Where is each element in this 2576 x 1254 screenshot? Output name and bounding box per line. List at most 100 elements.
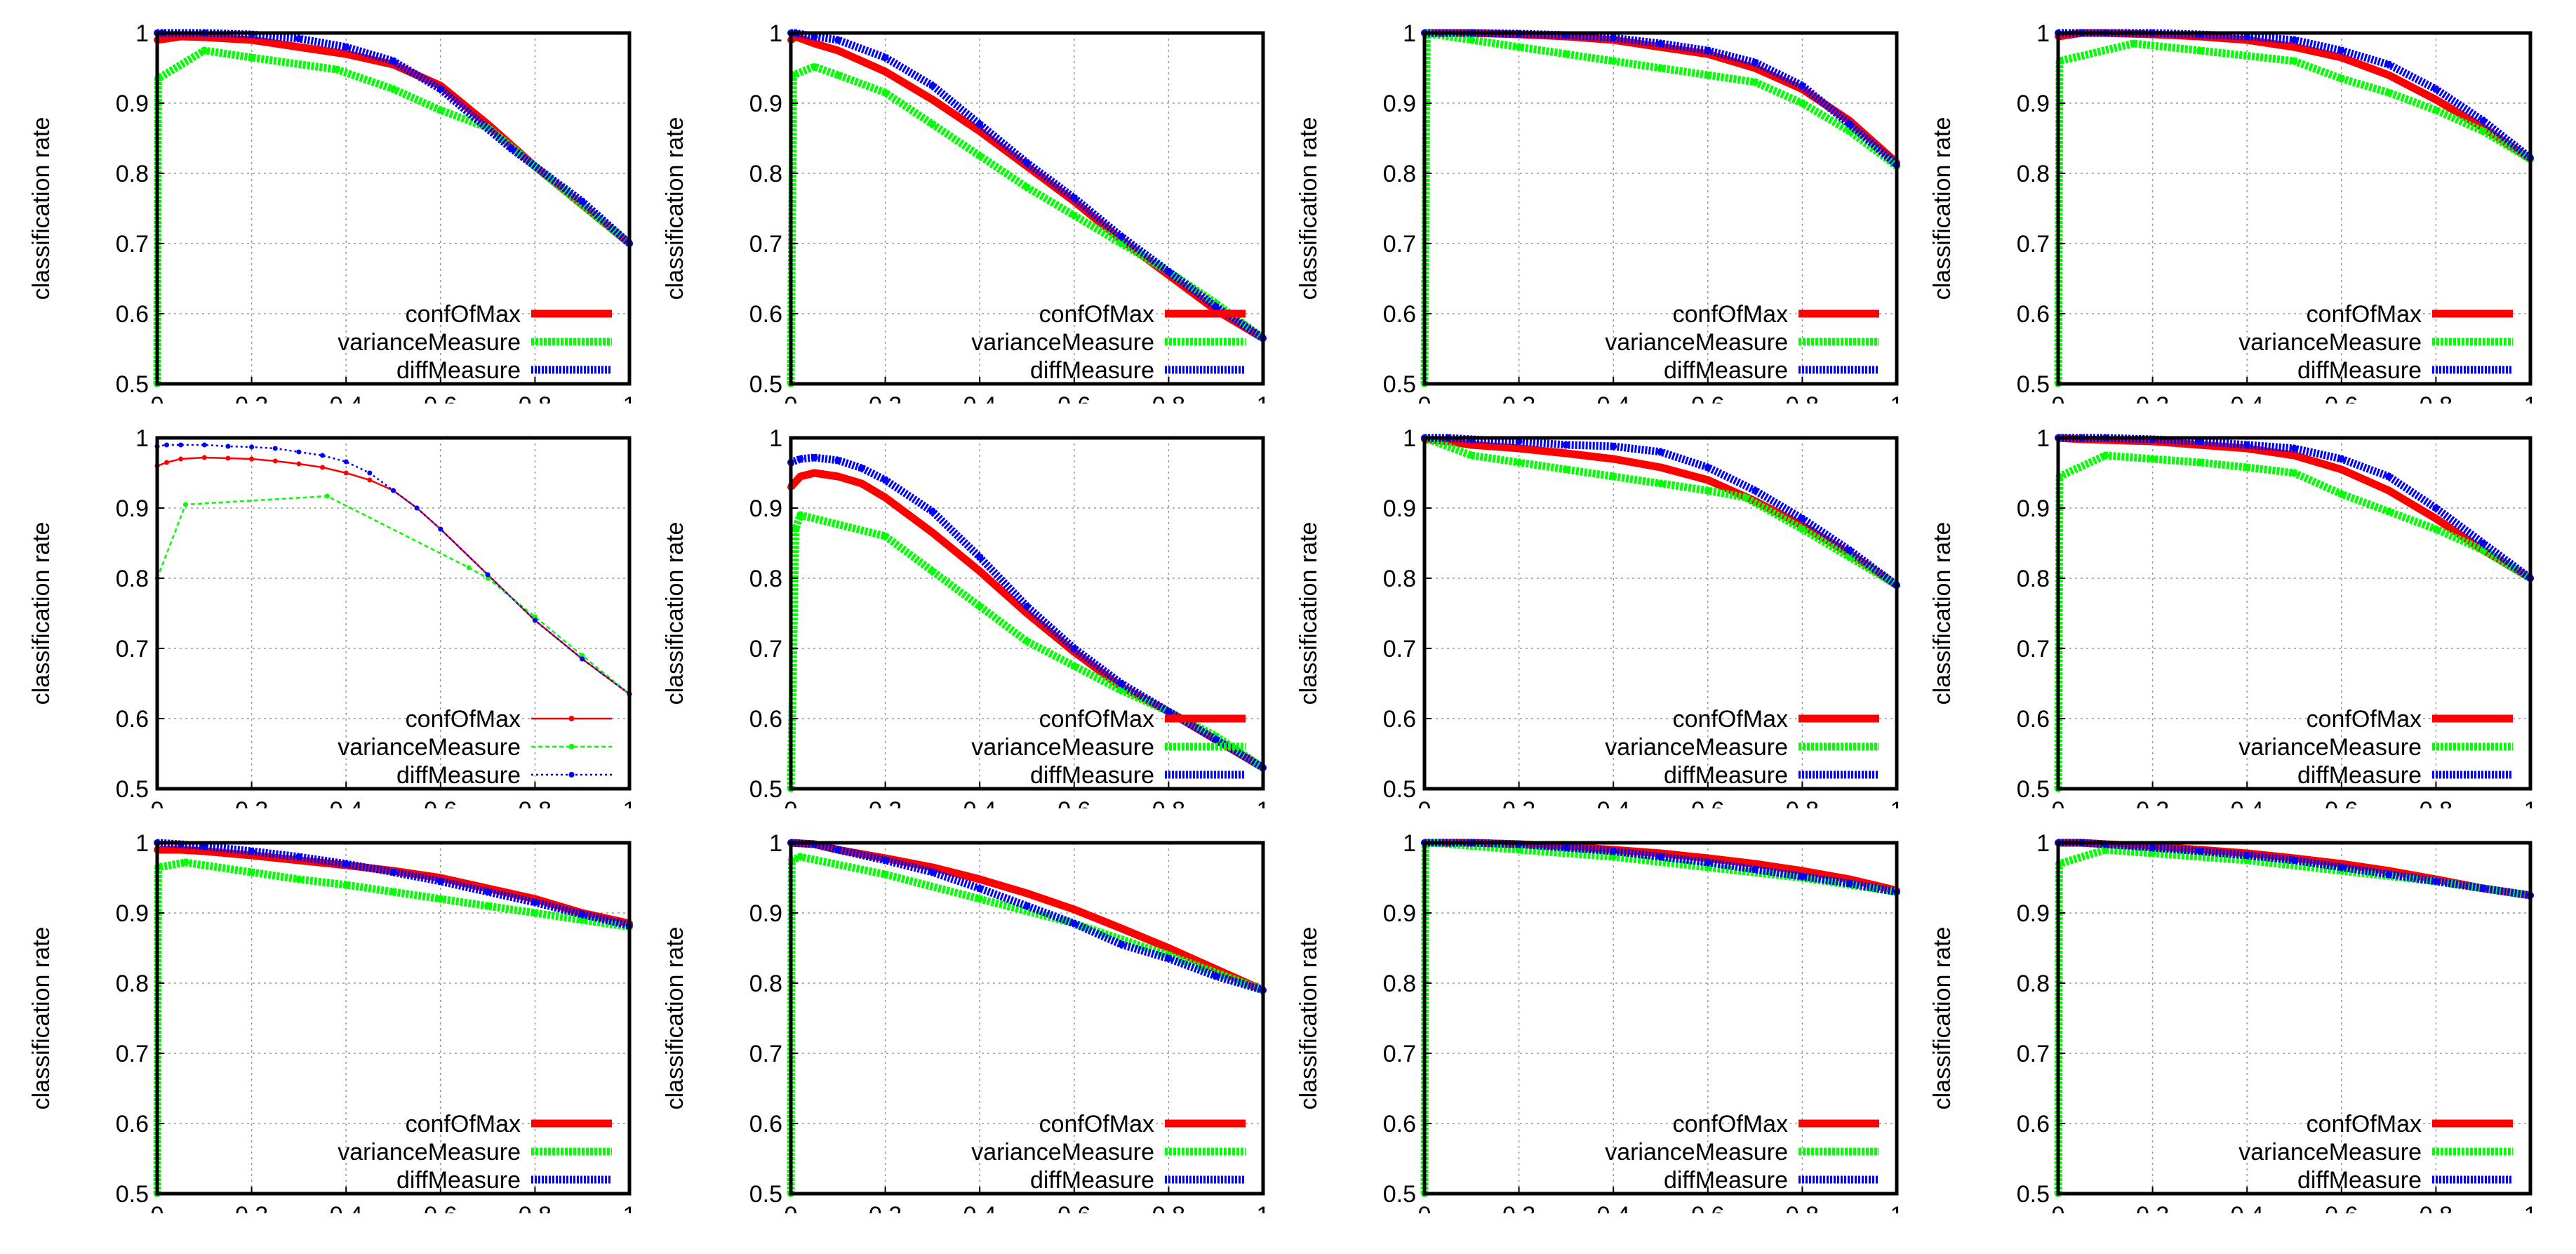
grid bbox=[791, 438, 1263, 789]
data-point-varianceMeasure bbox=[2130, 40, 2137, 47]
data-point-varianceMeasure bbox=[1023, 638, 1031, 645]
data-point-diffMeasure bbox=[2479, 885, 2487, 892]
y-tick-label: 0.6 bbox=[749, 301, 782, 328]
y-axis-label: classification rate bbox=[1295, 117, 1322, 300]
data-point-diffMeasure bbox=[178, 442, 184, 448]
y-tick-label: 0.5 bbox=[116, 1181, 149, 1208]
data-point-varianceMeasure bbox=[2432, 107, 2440, 114]
x-tick-label: 0.6 bbox=[2325, 797, 2358, 808]
axis-frame bbox=[2056, 841, 2532, 1196]
data-point-diffMeasure bbox=[928, 869, 936, 876]
x-tick-label: 0.6 bbox=[1057, 1202, 1090, 1213]
y-tick-label: 1 bbox=[2036, 20, 2050, 47]
x-tick-label: 1 bbox=[1890, 797, 1902, 808]
data-point-diffMeasure bbox=[1704, 464, 1711, 471]
chart-panel: 0 0.2 0.4 0.6 0.8 1 0.5 0.6 0.7 0.8 0.9 1 classifica… bbox=[1295, 830, 1902, 1213]
x-tick-label: 0.6 bbox=[1691, 797, 1724, 808]
data-point-varianceMeasure bbox=[389, 86, 397, 93]
y-tick-label: 0.5 bbox=[749, 371, 782, 398]
x-tick-label: 1 bbox=[2524, 797, 2536, 808]
data-point-varianceMeasure bbox=[2385, 89, 2393, 96]
data-point-varianceMeasure bbox=[2432, 526, 2440, 533]
tick-labels: 0 0.2 0.4 0.6 0.8 1 0.5 0.6 0.7 0.8 0.9 1 bbox=[2017, 20, 2536, 403]
tick-labels: 0 0.2 0.4 0.6 0.8 1 0.5 0.6 0.7 0.8 0.9 1 bbox=[749, 830, 1269, 1213]
data-point-confOfMax bbox=[178, 456, 184, 462]
data-point-confOfMax bbox=[928, 96, 936, 103]
data-point-varianceMeasure bbox=[881, 533, 889, 540]
data-point-diffMeasure bbox=[2385, 871, 2393, 878]
grid bbox=[1424, 33, 1897, 384]
series-line-confOfMax bbox=[1424, 435, 1900, 589]
series-line-diffMeasure bbox=[156, 839, 631, 930]
chart-panel: 0 0.2 0.4 0.6 0.8 1 0.5 0.6 0.7 0.8 0.9 1 classifica… bbox=[1929, 20, 2536, 403]
data-point-varianceMeasure bbox=[580, 653, 585, 658]
data-point-diffMeasure bbox=[1023, 603, 1031, 610]
x-tick-label: 0.4 bbox=[330, 392, 363, 403]
data-point-varianceMeasure bbox=[2290, 469, 2298, 476]
axis-frame bbox=[2056, 436, 2532, 791]
data-point-diffMeasure bbox=[1610, 34, 1617, 41]
data-point-varianceMeasure bbox=[834, 72, 842, 79]
y-tick-label: 0.8 bbox=[1383, 970, 1416, 997]
x-tick-label: 0.6 bbox=[424, 1202, 457, 1213]
data-point-confOfMax bbox=[834, 47, 842, 54]
data-point-diffMeasure bbox=[1751, 59, 1759, 66]
legend-label-confOfMax: confOfMax bbox=[2307, 1111, 2422, 1138]
tick-labels: 0 0.2 0.4 0.6 0.8 1 0.5 0.6 0.7 0.8 0.9 1 bbox=[749, 20, 1269, 403]
data-point-diffMeasure bbox=[2290, 36, 2298, 44]
data-point-varianceMeasure bbox=[436, 107, 444, 114]
data-point-varianceMeasure bbox=[1610, 473, 1617, 480]
data-point-diffMeasure bbox=[1023, 902, 1031, 909]
x-tick-label: 0 bbox=[785, 1202, 798, 1213]
y-tick-label: 0.6 bbox=[2017, 706, 2050, 733]
data-point-confOfMax bbox=[1751, 860, 1759, 867]
data-point-diffMeasure bbox=[1657, 448, 1664, 455]
legend-label-varianceMeasure: varianceMeasure bbox=[971, 329, 1154, 356]
x-tick-label: 0.2 bbox=[2136, 1202, 2169, 1213]
data-point-varianceMeasure bbox=[976, 603, 984, 610]
data-point-confOfMax bbox=[976, 876, 984, 883]
y-tick-label: 0.5 bbox=[2017, 1181, 2050, 1208]
y-axis-label: classification rate bbox=[1929, 522, 1956, 705]
series-line-varianceMeasure bbox=[2054, 451, 2532, 789]
axis-frame bbox=[789, 436, 1265, 791]
axis-frame bbox=[155, 31, 632, 386]
legend-label-diffMeasure: diffMeasure bbox=[396, 357, 521, 384]
data-point-diffMeasure bbox=[1165, 268, 1173, 275]
data-point-confOfMax bbox=[225, 455, 231, 461]
y-tick-label: 0.7 bbox=[116, 636, 149, 662]
legend-label-diffMeasure: diffMeasure bbox=[1030, 762, 1154, 789]
data-point-diffMeasure bbox=[532, 618, 538, 623]
data-point-diffMeasure bbox=[810, 454, 818, 461]
x-tick-label: 1 bbox=[623, 1202, 635, 1213]
y-tick-label: 1 bbox=[2036, 830, 2050, 857]
series-line-diffMeasure bbox=[1424, 434, 1900, 589]
x-tick-label: 0.8 bbox=[2420, 392, 2452, 403]
x-tick-label: 0.6 bbox=[424, 392, 457, 403]
y-tick-label: 1 bbox=[1403, 425, 1416, 452]
x-tick-label: 0 bbox=[151, 797, 164, 808]
x-tick-label: 0.4 bbox=[1597, 1202, 1630, 1213]
series-line-diffMeasure bbox=[2058, 29, 2533, 161]
y-tick-label: 0.5 bbox=[1383, 776, 1416, 803]
x-tick-label: 0.2 bbox=[1502, 1202, 1535, 1213]
data-point-confOfMax bbox=[1562, 450, 1570, 457]
legend-marker-diffMeasure bbox=[568, 772, 575, 778]
data-point-varianceMeasure bbox=[2243, 464, 2251, 471]
data-point-diffMeasure bbox=[295, 853, 302, 860]
data-point-diffMeasure bbox=[928, 82, 936, 89]
data-point-varianceMeasure bbox=[1846, 554, 1853, 561]
data-point-varianceMeasure bbox=[578, 916, 586, 923]
data-point-confOfMax bbox=[320, 465, 326, 470]
data-point-varianceMeasure bbox=[1023, 184, 1031, 191]
legend-label-confOfMax: confOfMax bbox=[406, 706, 521, 733]
data-point-diffMeasure bbox=[2290, 445, 2298, 452]
data-point-diffMeasure bbox=[2385, 473, 2393, 480]
data-point-varianceMeasure bbox=[1657, 65, 1664, 72]
series-line-varianceMeasure bbox=[153, 858, 630, 1194]
y-tick-label: 0.7 bbox=[749, 1041, 782, 1067]
data-point-diffMeasure bbox=[976, 885, 984, 892]
data-point-varianceMeasure bbox=[2479, 547, 2487, 554]
